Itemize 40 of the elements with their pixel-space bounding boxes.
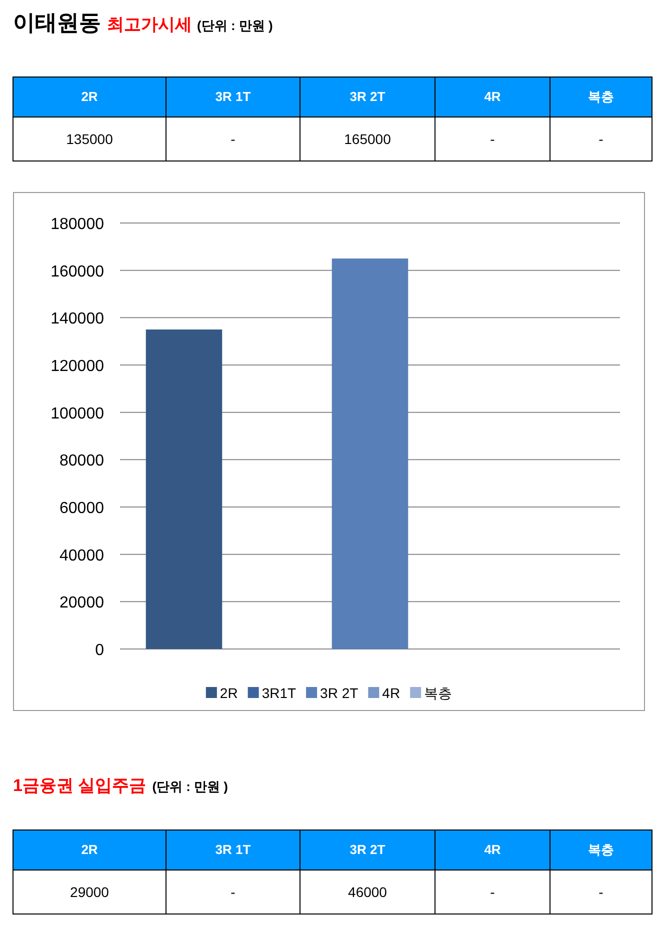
y-tick-label: 100000 — [50, 405, 104, 422]
y-tick-label: 160000 — [50, 263, 104, 280]
text: - — [230, 884, 236, 900]
y-tick-label: 180000 — [50, 216, 104, 233]
text: 최고가시세 — [107, 15, 192, 34]
y-tick-label: 140000 — [50, 310, 104, 328]
category-label: 복층 — [588, 842, 614, 857]
text: - — [598, 884, 604, 900]
text: 46000 — [348, 884, 387, 900]
category-label: 2R — [81, 89, 98, 104]
y-tick-label: 80000 — [60, 452, 104, 470]
text: 29000 — [70, 884, 109, 900]
text: 165000 — [344, 131, 391, 147]
text: - — [490, 131, 495, 147]
text: 135000 — [66, 131, 113, 147]
category-label: 3R 2T — [350, 842, 386, 857]
text: (단위 : 만원 ) — [197, 18, 273, 33]
text: - — [230, 131, 236, 147]
category-label: 2R — [81, 842, 98, 857]
category-label: 4R — [484, 89, 502, 104]
y-tick-label: 120000 — [50, 358, 104, 375]
category-label: 4R — [484, 842, 502, 857]
text: - — [598, 131, 604, 147]
y-tick-label: 0 — [95, 642, 104, 659]
text: 이태원동 — [13, 10, 101, 35]
y-tick-label: 60000 — [60, 500, 104, 517]
category-label: 3R 1T — [215, 842, 251, 857]
legend-label: 2R — [220, 685, 238, 701]
y-tick-label: 20000 — [60, 594, 104, 612]
category-label: 3R 1T — [215, 89, 251, 104]
legend-label: 4R — [382, 685, 400, 701]
text: - — [490, 884, 495, 900]
y-tick-label: 40000 — [60, 547, 104, 564]
category-label: 복층 — [588, 89, 614, 104]
legend-label: 3R1T — [262, 685, 297, 701]
legend-label: 복층 — [424, 685, 452, 701]
legend-label: 3R 2T — [320, 685, 359, 701]
text: 1금융권 실입주금 — [13, 776, 146, 795]
category-label: 3R 2T — [350, 89, 386, 104]
text: (단위 : 만원 ) — [152, 779, 228, 794]
